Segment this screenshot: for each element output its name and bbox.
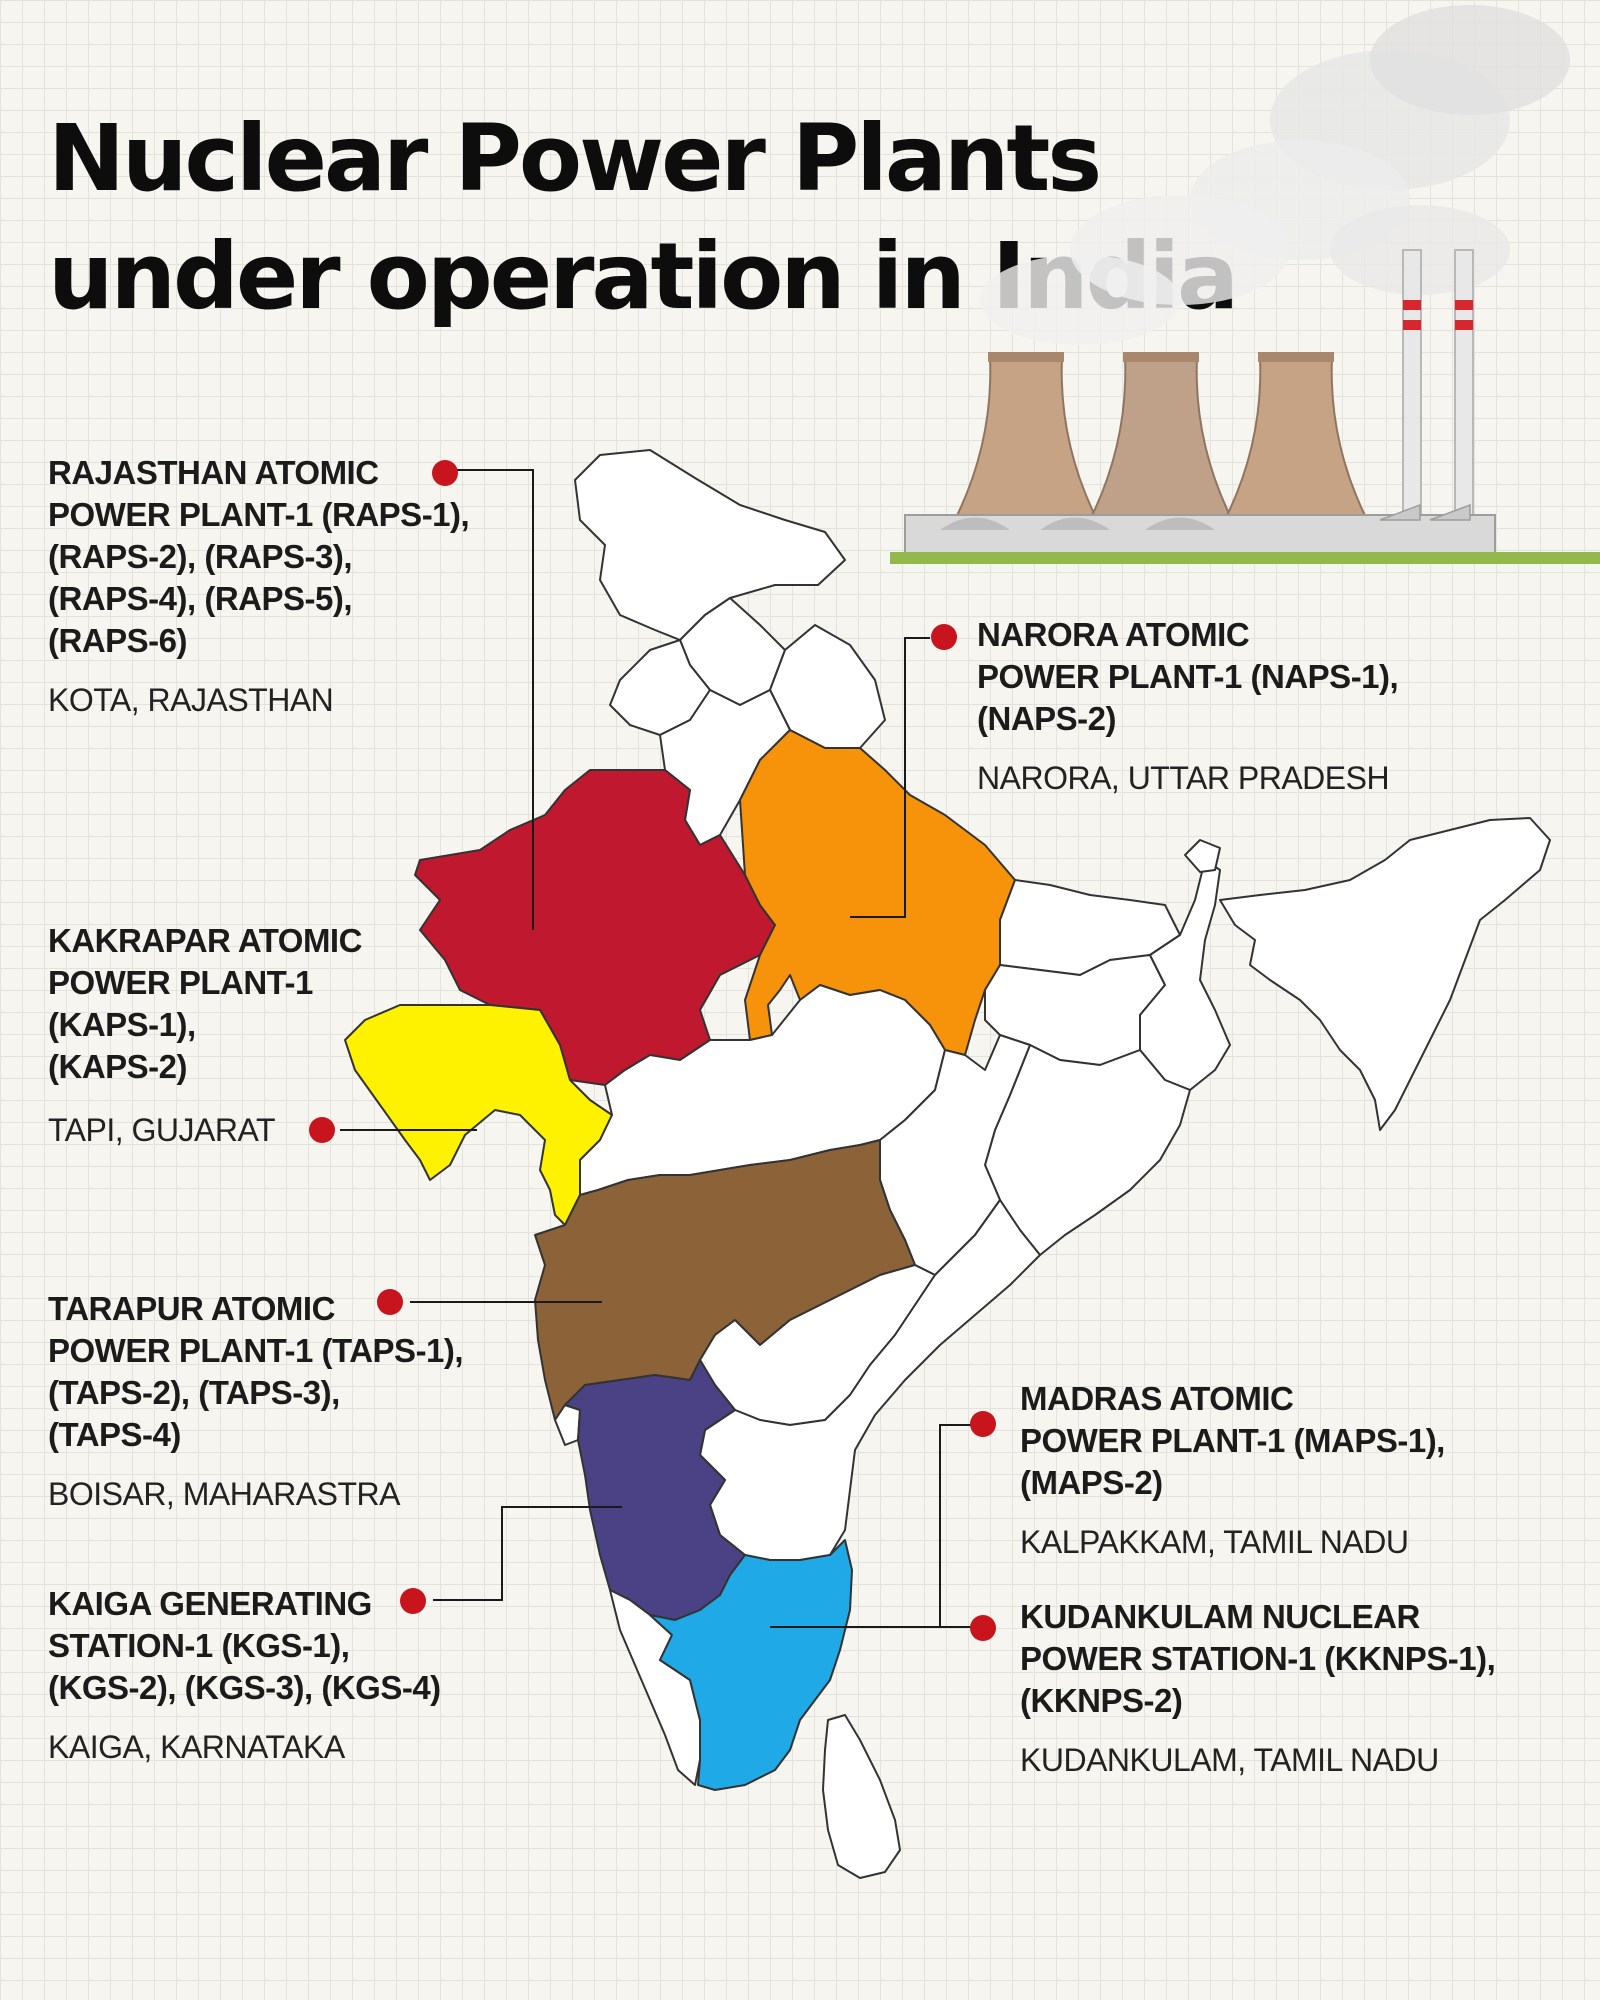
plant-name-line: RAJASTHAN ATOMIC <box>48 454 379 491</box>
plant-name-line: POWER PLANT-1 (MAPS-1), <box>1020 1422 1445 1459</box>
plant-name-kknps: KUDANKULAM NUCLEAR POWER STATION-1 (KKNP… <box>1020 1596 1496 1722</box>
marker-kknps[interactable] <box>970 1615 996 1641</box>
marker-taps[interactable] <box>377 1289 403 1315</box>
plant-name-line: (NAPS-2) <box>977 700 1117 737</box>
plant-name-line: KAIGA GENERATING <box>48 1585 372 1622</box>
plant-name-line: (TAPS-4) <box>48 1416 181 1453</box>
plant-location-taps: BOISAR, MAHARASTRA <box>48 1476 400 1512</box>
plant-name-line: (KKNPS-2) <box>1020 1682 1183 1719</box>
plant-name-line: POWER PLANT-1 (NAPS-1), <box>977 658 1399 695</box>
plant-name-line: POWER PLANT-1 <box>48 964 313 1001</box>
plant-label-raps: RAJASTHAN ATOMIC POWER PLANT-1 (RAPS-1),… <box>48 452 470 720</box>
plant-label-taps: TARAPUR ATOMIC POWER PLANT-1 (TAPS-1), (… <box>48 1288 464 1514</box>
plant-name-kaps: KAKRAPAR ATOMIC POWER PLANT-1 (KAPS-1), … <box>48 920 362 1088</box>
plant-name-line: STATION-1 (KGS-1), <box>48 1627 350 1664</box>
plant-label-kgs: KAIGA GENERATING STATION-1 (KGS-1), (KGS… <box>48 1583 441 1767</box>
plant-label-kaps: KAKRAPAR ATOMIC POWER PLANT-1 (KAPS-1), … <box>48 920 362 1088</box>
plant-name-line: NARORA ATOMIC <box>977 616 1250 653</box>
marker-kaps[interactable] <box>309 1117 335 1143</box>
markers <box>309 460 996 1641</box>
plant-name-line: (RAPS-6) <box>48 622 188 659</box>
leader-line-maps <box>939 1424 975 1627</box>
leader-line-raps <box>445 469 534 930</box>
marker-maps[interactable] <box>970 1411 996 1437</box>
plant-name-raps: RAJASTHAN ATOMIC POWER PLANT-1 (RAPS-1),… <box>48 452 470 662</box>
leader-lines <box>340 469 975 1628</box>
plant-label-kknps: KUDANKULAM NUCLEAR POWER STATION-1 (KKNP… <box>1020 1596 1496 1780</box>
state-jammu-kashmir <box>574 449 846 641</box>
marker-raps[interactable] <box>432 460 458 486</box>
plant-name-line: KAKRAPAR ATOMIC <box>48 922 362 959</box>
marker-kgs[interactable] <box>400 1588 426 1614</box>
plant-name-line: MADRAS ATOMIC <box>1020 1380 1294 1417</box>
leader-line-kgs <box>433 1506 622 1601</box>
plant-label-maps: MADRAS ATOMIC POWER PLANT-1 (MAPS-1), (M… <box>1020 1378 1445 1562</box>
plant-name-line: (RAPS-2), (RAPS-3), <box>48 538 353 575</box>
marker-naps[interactable] <box>931 624 957 650</box>
state-northeast <box>1219 817 1551 1131</box>
plant-location-maps: KALPAKKAM, TAMIL NADU <box>1020 1524 1409 1560</box>
state-gujarat <box>344 1004 613 1226</box>
title-line-1: Nuclear Power Plants <box>48 105 1102 212</box>
plant-location-naps: NARORA, UTTAR PRADESH <box>977 760 1390 796</box>
plant-location-kknps: KUDANKULAM, TAMIL NADU <box>1020 1742 1439 1778</box>
plant-location-raps: KOTA, RAJASTHAN <box>48 682 334 718</box>
leader-line-naps <box>850 637 930 918</box>
plant-name-line: (TAPS-2), (TAPS-3), <box>48 1374 340 1411</box>
plant-location-kaps: TAPI, GUJARAT <box>48 1112 276 1148</box>
plant-name-line: (RAPS-4), (RAPS-5), <box>48 580 353 617</box>
plant-name-line: POWER PLANT-1 (TAPS-1), <box>48 1332 464 1369</box>
power-plant-illustration <box>890 5 1600 564</box>
plant-name-naps: NARORA ATOMIC POWER PLANT-1 (NAPS-1), (N… <box>977 614 1399 740</box>
plant-location-kgs: KAIGA, KARNATAKA <box>48 1729 345 1765</box>
sri-lanka-outline <box>822 1714 901 1879</box>
plant-name-maps: MADRAS ATOMIC POWER PLANT-1 (MAPS-1), (M… <box>1020 1378 1445 1504</box>
plant-label-naps: NARORA ATOMIC POWER PLANT-1 (NAPS-1), (N… <box>977 614 1399 798</box>
plant-name-line: (KGS-2), (KGS-3), (KGS-4) <box>48 1669 441 1706</box>
state-karnataka <box>564 1359 746 1621</box>
plant-name-line: (KAPS-1), <box>48 1006 196 1043</box>
plant-name-line: POWER PLANT-1 (RAPS-1), <box>48 496 470 533</box>
plant-name-line: (MAPS-2) <box>1020 1464 1163 1501</box>
plant-name-taps: TARAPUR ATOMIC POWER PLANT-1 (TAPS-1), (… <box>48 1288 464 1456</box>
plant-name-kgs: KAIGA GENERATING STATION-1 (KGS-1), (KGS… <box>48 1583 441 1709</box>
state-tamil-nadu <box>649 1539 853 1791</box>
plant-name-line: POWER STATION-1 (KKNPS-1), <box>1020 1640 1496 1677</box>
state-sikkim <box>1184 839 1221 873</box>
plant-name-line: TARAPUR ATOMIC <box>48 1290 335 1327</box>
plant-name-line: (KAPS-2) <box>48 1048 188 1085</box>
plant-name-line: KUDANKULAM NUCLEAR <box>1020 1598 1420 1635</box>
state-west-bengal <box>1139 859 1231 1091</box>
